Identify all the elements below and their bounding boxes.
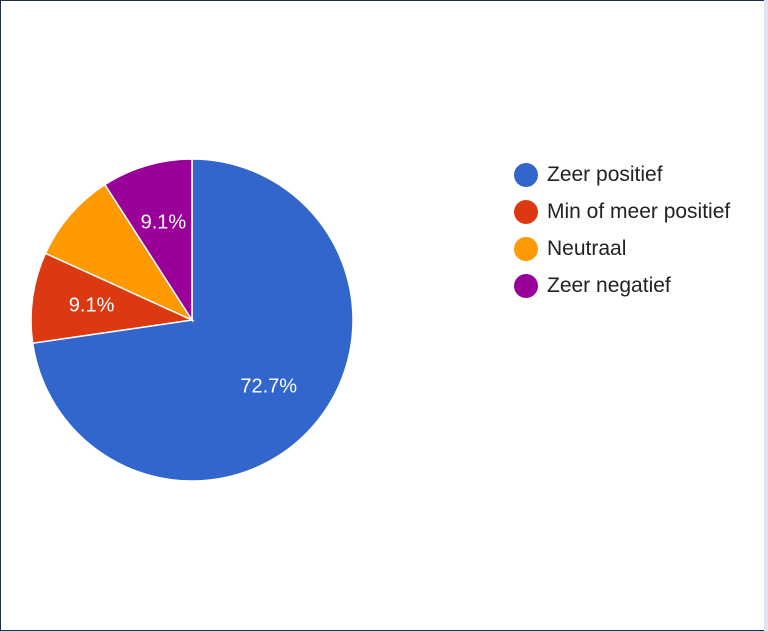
legend-item: Zeer positief (514, 156, 730, 193)
pie-slice (30, 252, 195, 345)
legend-item: Neutraal (514, 230, 730, 267)
legend-label: Zeer positief (547, 162, 663, 186)
legend-swatch (514, 199, 538, 224)
pie-slices (30, 158, 354, 482)
legend-label: Min of meer positief (547, 199, 731, 223)
frame-edge (764, 0, 768, 631)
pie-slice-label: 9.1% (141, 212, 187, 234)
legend-swatch (514, 162, 538, 187)
pie-slice-label: 72.7% (240, 375, 297, 397)
legend-label: Neutraal (547, 236, 627, 260)
pie-slice-label: 9.1% (69, 295, 115, 317)
legend-label: Zeer negatief (547, 273, 671, 297)
legend-swatch (514, 236, 538, 261)
legend-swatch (514, 273, 538, 298)
legend-item: Min of meer positief (514, 193, 730, 230)
legend: Zeer positief Min of meer positief Neutr… (514, 156, 730, 304)
pie-slice (103, 158, 193, 323)
legend-item: Zeer negatief (514, 267, 730, 304)
pie-slice (44, 183, 195, 322)
pie-slice-labels: 72.7% 9.1% 9.1% (69, 212, 297, 398)
